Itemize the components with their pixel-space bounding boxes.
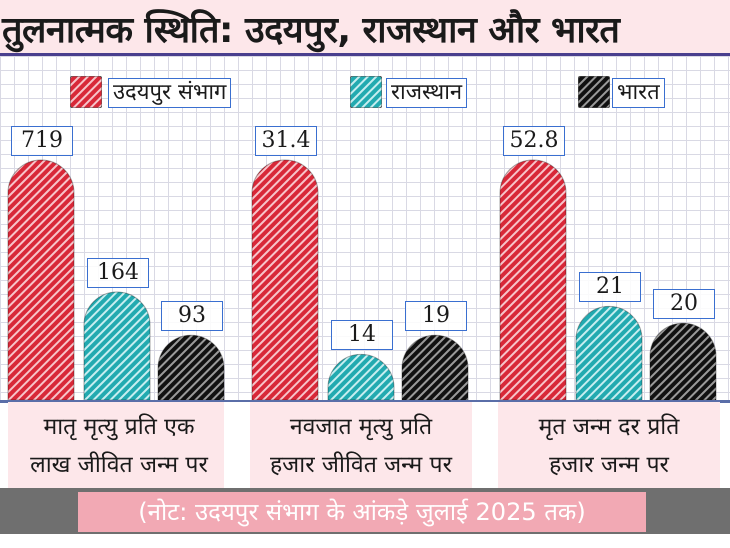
category-label-neonatal: नवजात मृत्यु प्रति हजार जीवित जन्म पर <box>250 402 472 488</box>
value-label-udaipur-maternal: 719 <box>11 126 73 156</box>
bar-udaipur-stillbirth <box>499 159 567 401</box>
chart-title: तुलनात्मक स्थिति: उदयपुर, राजस्थान और भा… <box>2 10 620 51</box>
chart-title-bar: तुलनात्मक स्थिति: उदयपुर, राजस्थान और भा… <box>0 0 730 56</box>
value-label-rajasthan-neonatal: 14 <box>331 320 393 351</box>
category-label-line: मातृ मृत्यु प्रति एक <box>43 414 195 440</box>
footer-note: (नोट: उदयपुर संभाग के आंकड़े जुलाई 2025 … <box>138 498 586 526</box>
legend-label-udaipur: उदयपुर संभाग <box>108 78 232 108</box>
category-separator <box>224 402 250 488</box>
bar-bharat-maternal <box>157 334 225 401</box>
category-label-line: मृत जन्म दर प्रति <box>538 414 680 440</box>
bar-bharat-stillbirth <box>649 322 717 401</box>
legend-label-rajasthan: राजस्थान <box>386 78 468 108</box>
category-separator <box>472 402 498 488</box>
bar-rajasthan-stillbirth <box>575 305 643 401</box>
value-label-bharat-stillbirth: 20 <box>653 289 715 320</box>
category-label-line: हजार जीवित जन्म पर <box>269 452 453 478</box>
value-label-bharat-maternal: 93 <box>161 301 223 332</box>
chart-baseline <box>0 400 730 403</box>
footer-note-background <box>78 492 646 532</box>
category-label-line: नवजात मृत्यु प्रति <box>289 414 433 440</box>
category-label-line: हजार जन्म पर <box>549 452 669 478</box>
value-label-rajasthan-stillbirth: 21 <box>579 272 641 303</box>
legend-label-bharat: भारत <box>612 78 665 108</box>
bar-udaipur-neonatal <box>251 159 319 401</box>
bar-rajasthan-neonatal <box>327 353 395 401</box>
value-label-bharat-neonatal: 19 <box>405 301 467 332</box>
category-label-maternal: मातृ मृत्यु प्रति एक लाख जीवित जन्म पर <box>8 402 230 488</box>
category-label-stillbirth: मृत जन्म दर प्रति हजार जन्म पर <box>498 402 720 488</box>
value-label-rajasthan-maternal: 164 <box>87 258 149 288</box>
category-label-line: लाख जीवित जन्म पर <box>30 452 208 478</box>
value-label-udaipur-neonatal: 31.4 <box>255 126 317 156</box>
bar-rajasthan-maternal <box>83 291 151 401</box>
bar-bharat-neonatal <box>401 334 469 401</box>
value-label-udaipur-stillbirth: 52.8 <box>503 126 565 156</box>
bar-udaipur-maternal <box>7 159 75 401</box>
